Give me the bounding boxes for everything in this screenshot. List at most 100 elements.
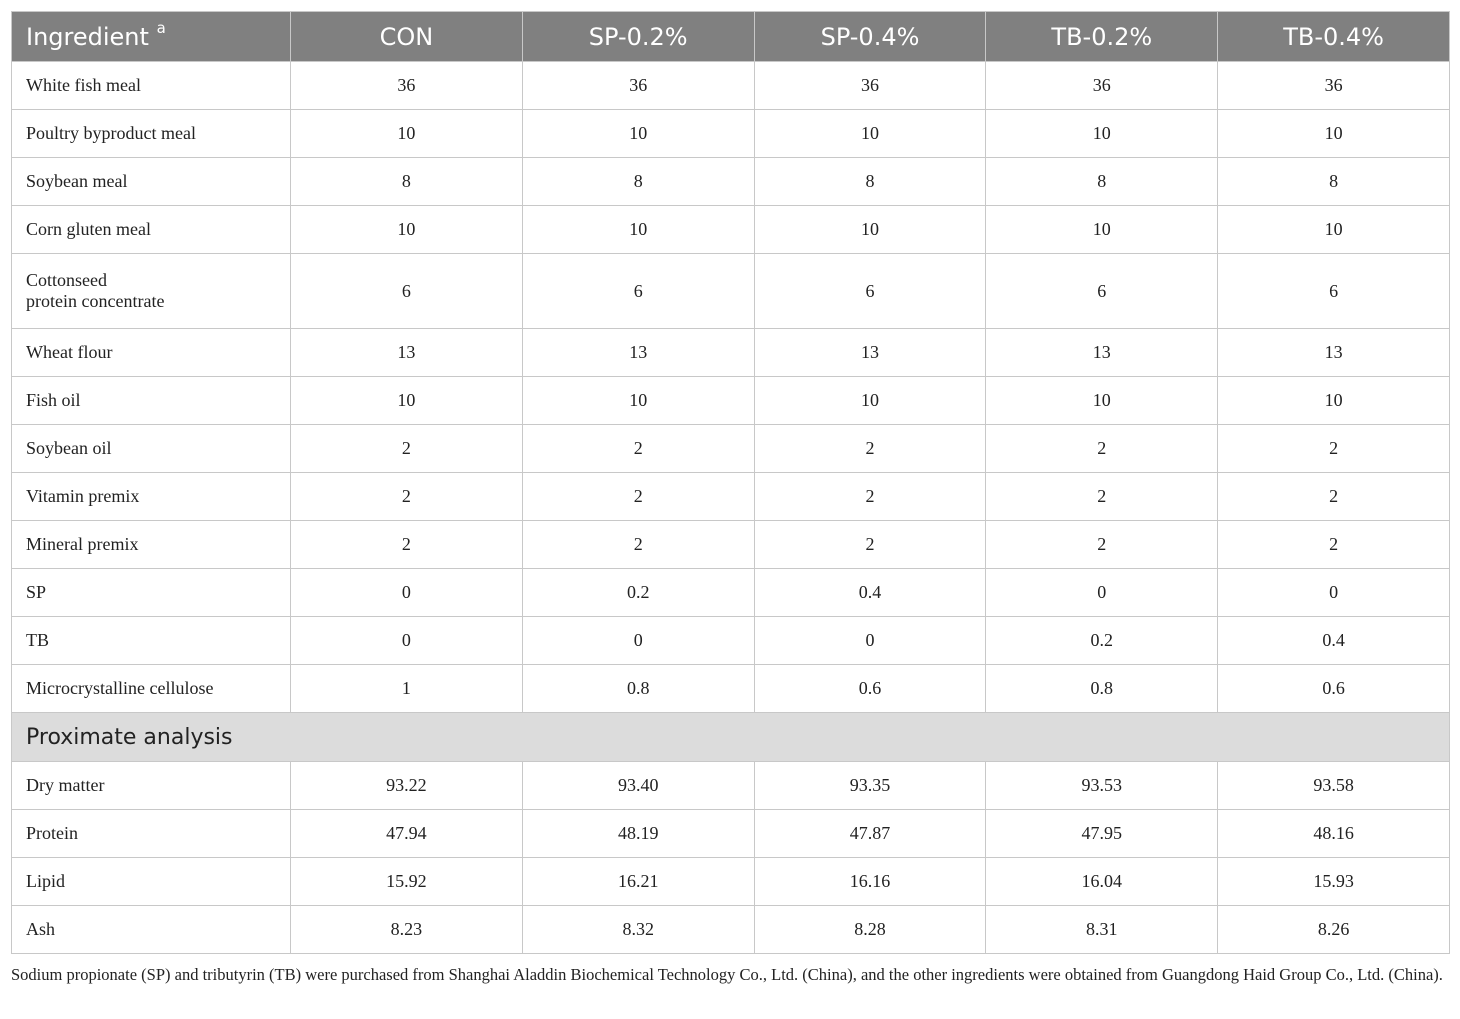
header-col-tb-0-2: TB-0.2% bbox=[985, 11, 1219, 62]
table-cell: 15.93 bbox=[1217, 857, 1450, 906]
table-cell: 10 bbox=[1217, 205, 1450, 254]
table-cell: 2 bbox=[753, 424, 987, 473]
table-cell: 16.16 bbox=[753, 857, 987, 906]
table-row: Vitamin premix 2 2 2 2 2 bbox=[11, 472, 1450, 521]
table-cell: 0.8 bbox=[521, 664, 755, 713]
table-row: White fish meal 36 36 36 36 36 bbox=[11, 61, 1450, 110]
table-cell: 47.94 bbox=[290, 809, 523, 858]
table-cell: 8.32 bbox=[521, 905, 755, 954]
table-cell: 93.53 bbox=[985, 761, 1219, 810]
table-cell: 0.2 bbox=[985, 616, 1219, 665]
header-col-con: CON bbox=[290, 11, 523, 62]
table-cell: 8 bbox=[290, 157, 523, 206]
table-cell: 93.22 bbox=[290, 761, 523, 810]
table-cell: 2 bbox=[1217, 472, 1450, 521]
row-label: Wheat flour bbox=[11, 328, 291, 377]
table-cell: 6 bbox=[1217, 253, 1450, 329]
table-cell: 16.04 bbox=[985, 857, 1219, 906]
table-cell: 10 bbox=[290, 109, 523, 158]
table-cell: 2 bbox=[985, 520, 1219, 569]
table-cell: 2 bbox=[1217, 424, 1450, 473]
table-cell: 10 bbox=[985, 109, 1219, 158]
table-cell: 8.28 bbox=[753, 905, 987, 954]
row-label-line: protein concentrate bbox=[26, 291, 165, 311]
table-cell: 8 bbox=[985, 157, 1219, 206]
table-cell: 8.23 bbox=[290, 905, 523, 954]
row-label: Ash bbox=[11, 905, 291, 954]
table-cell: 2 bbox=[1217, 520, 1450, 569]
table-cell: 2 bbox=[290, 424, 523, 473]
table-cell: 93.40 bbox=[521, 761, 755, 810]
table-cell: 36 bbox=[753, 61, 987, 110]
table-cell: 36 bbox=[521, 61, 755, 110]
header-ingredient-label: Ingredient bbox=[26, 22, 149, 51]
table-cell: 0 bbox=[290, 616, 523, 665]
table-cell: 2 bbox=[521, 520, 755, 569]
table-cell: 0 bbox=[521, 616, 755, 665]
table-cell: 0.4 bbox=[753, 568, 987, 617]
table-cell: 36 bbox=[985, 61, 1219, 110]
table-row: Ash 8.23 8.32 8.28 8.31 8.26 bbox=[11, 905, 1450, 954]
table-cell: 0 bbox=[985, 568, 1219, 617]
row-label: Soybean meal bbox=[11, 157, 291, 206]
table-row: Corn gluten meal 10 10 10 10 10 bbox=[11, 205, 1450, 254]
row-label: Corn gluten meal bbox=[11, 205, 291, 254]
table-cell: 0.4 bbox=[1217, 616, 1450, 665]
row-label: Microcrystalline cellulose bbox=[11, 664, 291, 713]
table-row: Fish oil 10 10 10 10 10 bbox=[11, 376, 1450, 425]
row-label: Vitamin premix bbox=[11, 472, 291, 521]
table-cell: 2 bbox=[753, 472, 987, 521]
table-cell: 10 bbox=[985, 205, 1219, 254]
table-cell: 8.26 bbox=[1217, 905, 1450, 954]
table-cell: 2 bbox=[290, 520, 523, 569]
table-cell: 2 bbox=[985, 472, 1219, 521]
table-row: Dry matter 93.22 93.40 93.35 93.53 93.58 bbox=[11, 761, 1450, 810]
table-cell: 0 bbox=[290, 568, 523, 617]
table-cell: 0.8 bbox=[985, 664, 1219, 713]
table-row: Mineral premix 2 2 2 2 2 bbox=[11, 520, 1450, 569]
table-cell: 10 bbox=[1217, 376, 1450, 425]
table-cell: 10 bbox=[753, 109, 987, 158]
row-label: Poultry byproduct meal bbox=[11, 109, 291, 158]
table-cell: 0 bbox=[1217, 568, 1450, 617]
row-label: Protein bbox=[11, 809, 291, 858]
table-cell: 6 bbox=[985, 253, 1219, 329]
table-row: Soybean meal 8 8 8 8 8 bbox=[11, 157, 1450, 206]
section-header-row: Proximate analysis bbox=[11, 712, 1450, 762]
table-cell: 10 bbox=[753, 205, 987, 254]
table-cell: 0.6 bbox=[1217, 664, 1450, 713]
table-row: Lipid 15.92 16.21 16.16 16.04 15.93 bbox=[11, 857, 1450, 906]
row-label: Fish oil bbox=[11, 376, 291, 425]
table-cell: 13 bbox=[985, 328, 1219, 377]
table-cell: 8 bbox=[753, 157, 987, 206]
table-cell: 47.95 bbox=[985, 809, 1219, 858]
table-cell: 13 bbox=[1217, 328, 1450, 377]
row-label: Dry matter bbox=[11, 761, 291, 810]
table-cell: 2 bbox=[521, 472, 755, 521]
row-label-line: Cottonseed bbox=[26, 270, 107, 290]
table-footnote: Sodium propionate (SP) and tributyrin (T… bbox=[11, 965, 1443, 984]
row-label: TB bbox=[11, 616, 291, 665]
table-cell: 2 bbox=[290, 472, 523, 521]
table-cell: 10 bbox=[985, 376, 1219, 425]
table-cell: 15.92 bbox=[290, 857, 523, 906]
diet-composition-table: Ingredient a CON SP-0.2% SP-0.4% TB-0.2%… bbox=[11, 11, 1450, 954]
table-cell: 10 bbox=[521, 376, 755, 425]
table-cell: 10 bbox=[521, 205, 755, 254]
table-cell: 48.19 bbox=[521, 809, 755, 858]
table-cell: 8 bbox=[521, 157, 755, 206]
table-cell: 6 bbox=[753, 253, 987, 329]
table-row: Cottonseed protein concentrate 6 6 6 6 6 bbox=[11, 253, 1450, 329]
table-cell: 13 bbox=[521, 328, 755, 377]
table-cell: 36 bbox=[1217, 61, 1450, 110]
table-cell: 93.35 bbox=[753, 761, 987, 810]
table-cell: 10 bbox=[753, 376, 987, 425]
table-cell: 0 bbox=[753, 616, 987, 665]
table-cell: 10 bbox=[290, 205, 523, 254]
section-header-proximate-analysis: Proximate analysis bbox=[11, 712, 1450, 762]
table-cell: 10 bbox=[1217, 109, 1450, 158]
table-cell: 2 bbox=[985, 424, 1219, 473]
table-row: Microcrystalline cellulose 1 0.8 0.6 0.8… bbox=[11, 664, 1450, 713]
table-cell: 6 bbox=[521, 253, 755, 329]
table-cell: 13 bbox=[290, 328, 523, 377]
